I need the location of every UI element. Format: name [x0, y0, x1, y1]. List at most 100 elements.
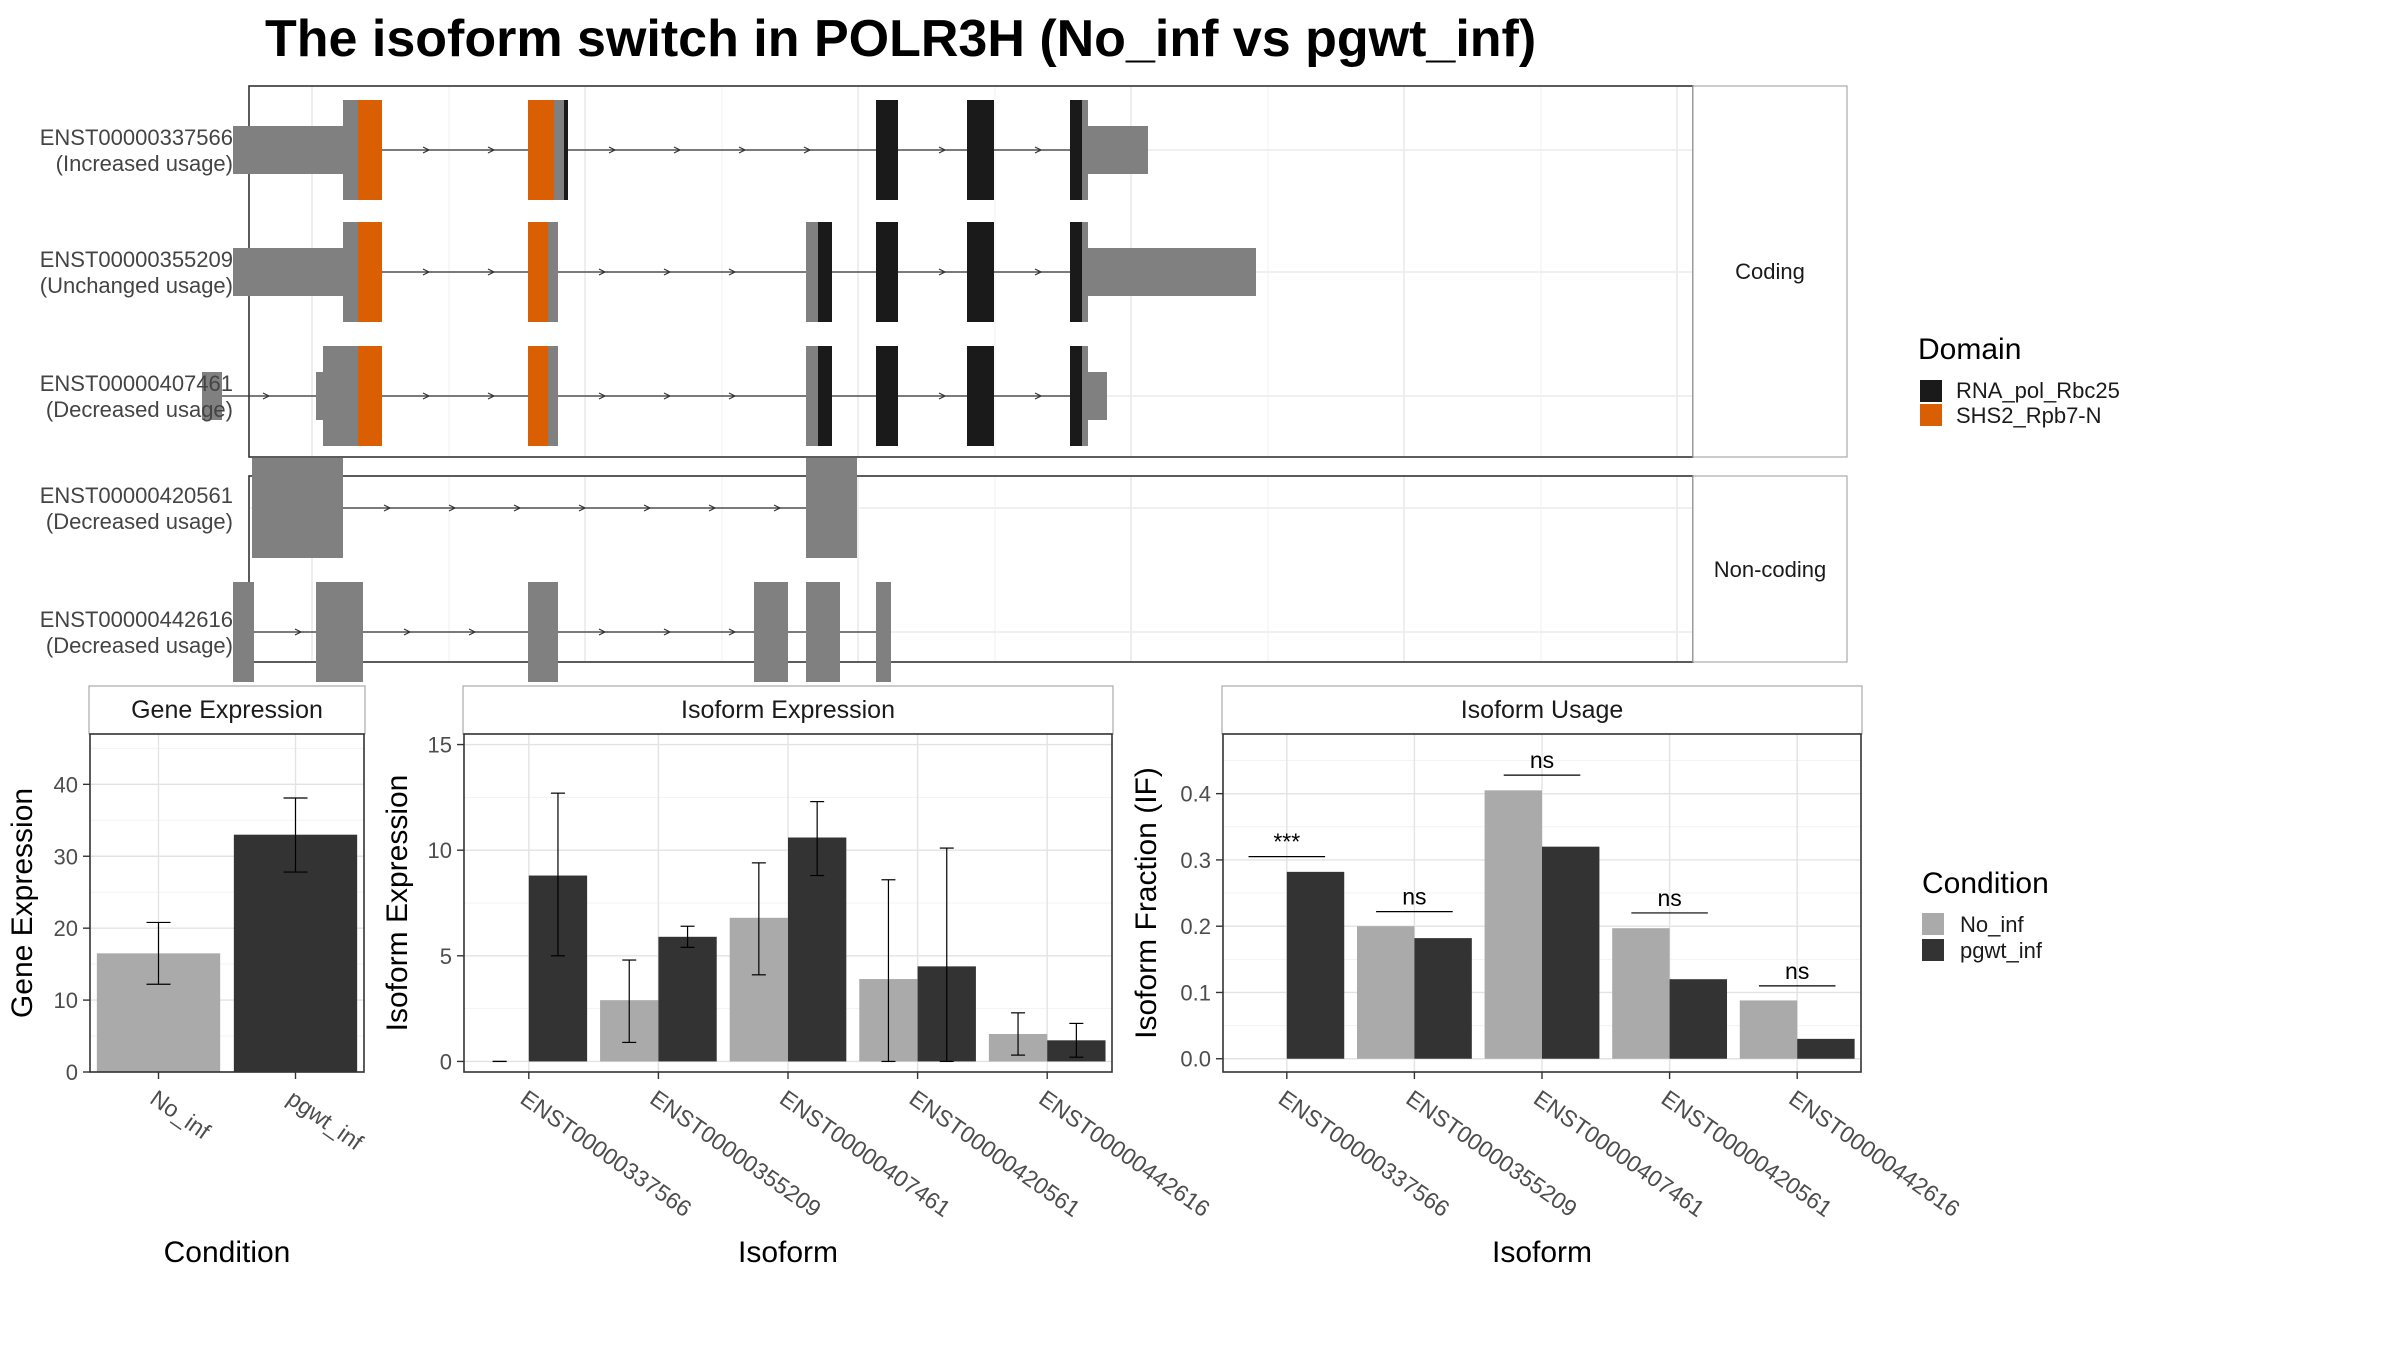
structure-facet-noncoding: Non-coding	[233, 458, 1848, 682]
figure-title: The isoform switch in POLR3H (No_inf vs …	[265, 10, 1536, 68]
chart-strip-title: Isoform Expression	[681, 696, 895, 724]
intron-arrow	[468, 628, 477, 636]
exon	[806, 582, 840, 682]
y-axis-title: Isoform Fraction (IF)	[1130, 767, 1163, 1039]
intron-arrow	[487, 146, 496, 154]
utr-exon	[1088, 126, 1148, 174]
isoform-track-labels: ENST00000337566(Increased usage) ENST0000…	[40, 125, 233, 658]
bar-pgwt-inf	[1669, 979, 1728, 1059]
structure-facet-coding: Coding	[202, 85, 1848, 458]
domain-exon-shs2_rpb7-n	[358, 100, 382, 200]
coding-strip	[1692, 85, 1848, 458]
isoform-label-id: ENST00000442616	[40, 607, 233, 632]
exon	[252, 458, 343, 558]
intron-arrow	[608, 146, 617, 154]
utr-exon	[1088, 248, 1256, 296]
isoform-track-ENST00000355209	[233, 222, 1256, 322]
domain-exon-shs2_rpb7-n	[528, 222, 548, 322]
intron-arrow	[1034, 392, 1043, 400]
condition-legend: Condition No_inf pgwt_inf	[1922, 867, 2049, 963]
x-axis-title: Condition	[164, 1236, 291, 1269]
bar-no-inf	[1356, 926, 1415, 1059]
legend-label-rna-pol-rbc25: RNA_pol_Rbc25	[1956, 378, 2120, 403]
chart-strip	[462, 685, 1114, 735]
legend-swatch-no-inf	[1922, 913, 1944, 935]
significance-label: ns	[1657, 885, 1681, 911]
intron-arrow	[598, 392, 607, 400]
significance-label: ns	[1402, 884, 1426, 910]
domain-legend: Domain RNA_pol_Rbc25 SHS2_Rpb7-N	[1918, 333, 2120, 428]
isoform-track-ENST00000420561	[252, 458, 857, 558]
intron-arrow	[673, 146, 682, 154]
plot-frame	[89, 733, 365, 1073]
domain-exon-rna_pol_rbc25	[876, 222, 898, 322]
intron-arrow	[938, 268, 947, 276]
legend-label-no-inf: No_inf	[1960, 912, 2024, 937]
bar-no-inf	[1739, 1000, 1798, 1059]
domain-exon-rna_pol_rbc25	[967, 100, 994, 200]
isoform-label-usage: (Unchanged usage)	[40, 273, 233, 298]
domain-exon-rna_pol_rbc25	[1070, 346, 1082, 446]
x-tick-label: pgwt_inf	[283, 1085, 369, 1156]
exon	[554, 100, 564, 200]
isoform-label-usage: (Decreased usage)	[46, 633, 233, 658]
domain-exon-rna_pol_rbc25	[818, 222, 832, 322]
y-tick-label: 15	[428, 733, 452, 758]
significance-label: ns	[1530, 747, 1554, 773]
isoform-label-usage: (Increased usage)	[56, 151, 233, 176]
domain-exon-rna_pol_rbc25	[818, 346, 832, 446]
intron-arrow	[663, 392, 672, 400]
y-tick-label: 40	[54, 772, 78, 797]
bar-pgwt-inf	[1414, 938, 1472, 1059]
intron-arrow	[643, 504, 652, 512]
bar-no-inf	[1484, 790, 1542, 1059]
domain-exon-rna_pol_rbc25	[876, 346, 898, 446]
domain-exon-shs2_rpb7-n	[358, 346, 382, 446]
y-axis-title: Gene Expression	[6, 788, 39, 1018]
utr-exon	[202, 372, 222, 420]
noncoding-strip	[1692, 475, 1848, 663]
y-tick-label: 5	[440, 944, 452, 969]
intron-arrow	[422, 146, 431, 154]
chart-strip	[88, 685, 366, 735]
y-tick-label: 30	[54, 844, 78, 869]
intron-arrow	[383, 504, 392, 512]
y-tick-label: 0.1	[1180, 980, 1211, 1005]
intron-arrow	[294, 628, 303, 636]
isoform-label-id: ENST00000420561	[40, 483, 233, 508]
exon	[548, 222, 558, 322]
exon	[528, 582, 558, 682]
domain-exon-rna_pol_rbc25	[876, 100, 898, 200]
significance-label: ***	[1273, 829, 1300, 855]
legend-swatch-pgwt-inf	[1922, 939, 1944, 961]
y-tick-label: 0.2	[1180, 914, 1211, 939]
x-tick-label: No_inf	[146, 1085, 216, 1145]
isoform-usage-chart: Isoform Usage0.00.10.20.30.4***nsnsnsnsE…	[1130, 685, 1965, 1269]
coding-isoform-tracks	[202, 100, 1256, 446]
exon	[754, 582, 788, 682]
gene-expression-chart: Gene Expression 0 10 20 30 40 No_inf pgwt_inf Co…	[6, 685, 369, 1269]
y-tick-label: 0	[440, 1049, 452, 1074]
isoform-track-ENST00000442616	[233, 582, 891, 682]
coding-strip-label: Coding	[1735, 259, 1805, 284]
utr-exon	[1088, 372, 1107, 420]
exon	[876, 582, 891, 682]
bar-pgwt-inf	[1542, 846, 1600, 1059]
intron-arrow	[1034, 268, 1043, 276]
intron-arrow	[598, 268, 607, 276]
domain-legend-title: Domain	[1918, 333, 2021, 366]
intron-arrow	[663, 268, 672, 276]
isoform-expression-chart: Isoform Expression051015ENST00000337566E…	[381, 685, 1215, 1269]
utr-exon	[316, 372, 323, 420]
domain-exon-shs2_rpb7-n	[528, 100, 554, 200]
utr-exon	[233, 126, 343, 174]
intron-arrow	[938, 392, 947, 400]
exon	[1082, 100, 1088, 200]
chart-strip	[1221, 685, 1863, 735]
exon	[343, 222, 358, 322]
y-axis-title: Isoform Expression	[381, 775, 414, 1032]
utr-exon	[233, 248, 343, 296]
isoform-label-id: ENST00000337566	[40, 125, 233, 150]
x-axis-title: Isoform	[1492, 1236, 1592, 1269]
intron-arrow	[728, 392, 737, 400]
